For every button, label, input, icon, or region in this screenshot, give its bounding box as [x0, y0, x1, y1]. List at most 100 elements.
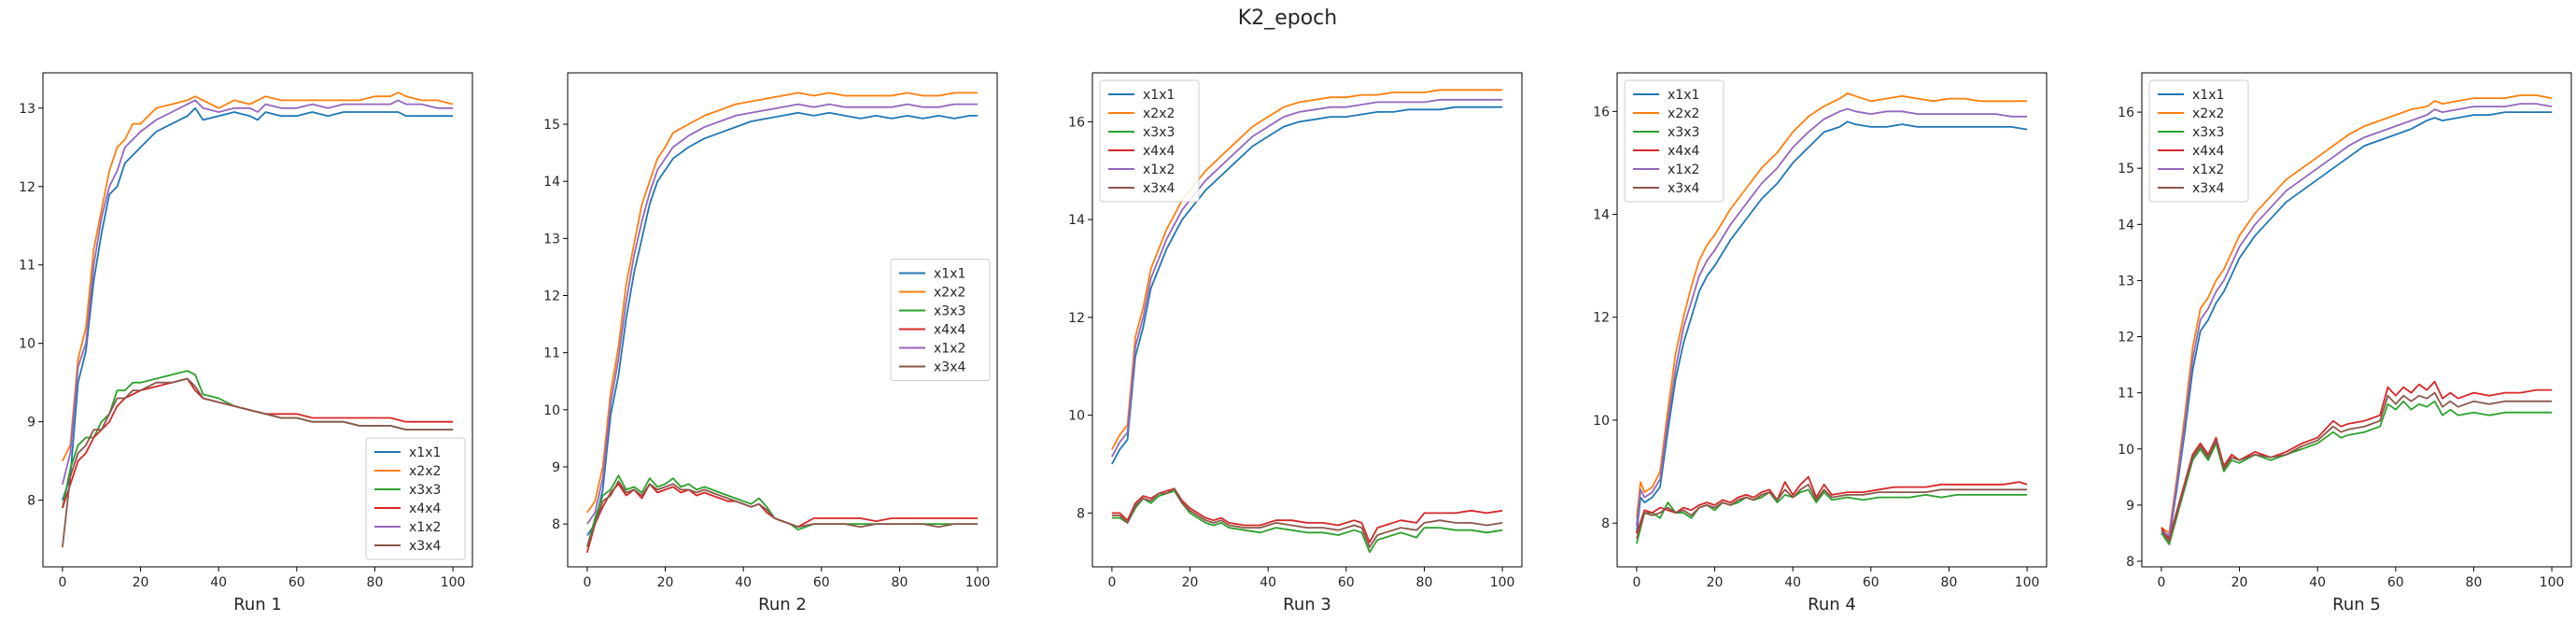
x-tick-label: 80 [2466, 575, 2483, 590]
y-tick-label: 10 [19, 337, 35, 352]
series-line-x1x2 [2161, 103, 2553, 537]
legend-label: x2x2 [1668, 106, 1699, 121]
y-tick-label: 10 [1593, 414, 1610, 429]
y-tick-label: 8 [1077, 506, 1085, 521]
legend-label: x3x4 [2192, 181, 2224, 196]
x-tick-label: 0 [1632, 575, 1640, 590]
x-tick-label: 100 [2015, 575, 2040, 590]
x-tick-label: 20 [1182, 575, 1199, 590]
x-tick-label: 80 [892, 575, 908, 590]
x-tick-label: 40 [210, 575, 227, 590]
series-line-x1x1 [62, 106, 454, 501]
x-tick-label: 100 [965, 575, 991, 590]
series-line-x3x4 [1111, 487, 1503, 548]
series-lines [2161, 94, 2553, 545]
series-line-x1x1 [1636, 120, 2028, 534]
x-axis-label: Run 3 [1283, 595, 1331, 614]
x-tick-label: 40 [1784, 575, 1801, 590]
axes-frame [2141, 72, 2572, 568]
x-tick-label: 20 [1707, 575, 1724, 590]
legend-label: x1x2 [1143, 162, 1175, 177]
y-tick-label: 12 [1593, 311, 1610, 326]
series-line-x4x4 [2161, 380, 2553, 540]
legend-label: x3x4 [1668, 181, 1699, 196]
x-tick-label: 60 [1338, 575, 1355, 590]
series-line-x2x2 [1111, 89, 1503, 450]
series-line-x1x2 [1636, 107, 2028, 526]
y-tick-label: 11 [2118, 387, 2134, 402]
y-tick-label: 12 [19, 180, 35, 195]
y-tick-label: 8 [27, 494, 35, 509]
legend-box [2148, 79, 2249, 203]
legend-label: x1x1 [1668, 88, 1699, 103]
series-line-x1x1 [1111, 106, 1503, 465]
x-tick-label: 60 [2387, 575, 2404, 590]
x-tick-label: 20 [133, 575, 149, 590]
axes-frame [567, 72, 998, 568]
legend-label: x3x3 [409, 483, 441, 498]
legend-label: x4x4 [2192, 144, 2224, 159]
y-tick-label: 12 [543, 289, 560, 304]
y-tick-label: 12 [2118, 331, 2134, 346]
y-tick-label: 14 [1593, 208, 1610, 223]
legend-box [365, 437, 466, 560]
subplot-5: 0 20 40 60 80 100 8 9 10 11 12 13 14 15 16 Run 5 x1x1 x2x… [2118, 72, 2572, 614]
x-tick-label: 80 [1416, 575, 1433, 590]
legend-box [890, 259, 991, 381]
y-tick-label: 16 [1593, 105, 1610, 120]
axes-frame [1091, 72, 1523, 568]
y-tick-label: 11 [543, 346, 560, 361]
legend: x1x1 x2x2 x3x3 x4x4 x1x2 x3x4 [365, 437, 466, 560]
y-tick-label: 14 [2118, 218, 2134, 233]
legend-label: x3x4 [409, 539, 441, 554]
series-line-x3x3 [1636, 488, 2028, 544]
legend-label: x1x1 [1143, 88, 1175, 103]
y-tick-label: 14 [543, 175, 560, 190]
x-tick-label: 80 [367, 575, 384, 590]
series-lines [1111, 89, 1503, 554]
x-tick-label: 100 [441, 575, 466, 590]
x-tick-label: 40 [2309, 575, 2326, 590]
x-tick-label: 0 [58, 575, 66, 590]
legend-label: x1x2 [934, 342, 965, 357]
legend-label: x3x3 [2192, 125, 2224, 140]
series-line-x1x1 [2161, 111, 2553, 540]
y-tick-label: 10 [543, 403, 560, 418]
axes-frame [42, 72, 473, 568]
legend-label: x4x4 [1668, 144, 1699, 159]
legend-label: x3x3 [1668, 125, 1699, 140]
legend: x1x1 x2x2 x3x3 x4x4 x1x2 x3x4 [890, 259, 991, 381]
x-tick-label: 20 [2231, 575, 2248, 590]
legend: x1x1 x2x2 x3x3 x4x4 x1x2 x3x4 [2148, 79, 2249, 203]
x-tick-label: 80 [1941, 575, 1958, 590]
y-tick-label: 8 [552, 517, 560, 532]
series-line-x3x4 [586, 480, 978, 547]
x-tick-label: 60 [289, 575, 305, 590]
legend-label: x2x2 [409, 464, 441, 479]
y-tick-label: 14 [1068, 213, 1085, 228]
y-tick-label: 16 [1068, 115, 1085, 130]
subplot-3: 0 20 40 60 80 100 8 10 12 14 16 Run 3 x1x1 x2x2 x3x3 x4… [1068, 72, 1523, 614]
series-line-x3x4 [1636, 483, 2028, 539]
series-line-x3x3 [2161, 400, 2553, 545]
legend-label: x1x2 [2192, 162, 2224, 177]
x-axis-label: Run 5 [2332, 595, 2381, 614]
y-tick-label: 11 [19, 259, 35, 274]
x-tick-label: 100 [2540, 575, 2565, 590]
series-line-x1x2 [62, 99, 454, 486]
x-tick-label: 40 [1260, 575, 1276, 590]
series-line-x2x2 [586, 92, 978, 514]
legend-label: x4x4 [934, 323, 965, 338]
legend-label: x3x3 [934, 304, 965, 319]
x-tick-label: 60 [1863, 575, 1879, 590]
legend-label: x4x4 [1143, 144, 1175, 159]
series-line-x2x2 [2161, 94, 2553, 534]
y-tick-label: 13 [19, 102, 35, 117]
legend-label: x1x1 [2192, 88, 2224, 103]
axes-frame [1616, 72, 2048, 568]
series-line-x1x2 [1111, 98, 1503, 458]
y-tick-label: 15 [2118, 162, 2134, 176]
x-tick-label: 100 [1490, 575, 1515, 590]
